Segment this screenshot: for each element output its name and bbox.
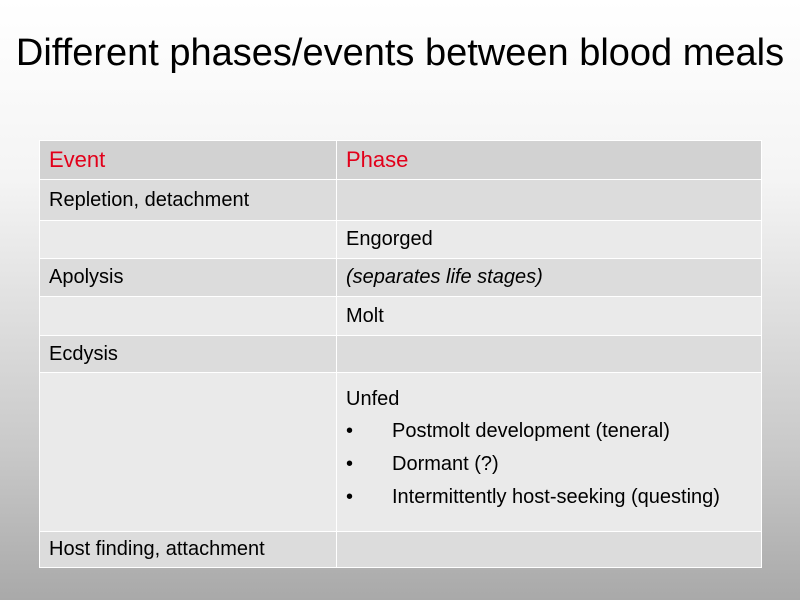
list-item: • Dormant (?) (346, 452, 761, 476)
events-table: Event Phase Repletion, detachment Engorg… (39, 140, 762, 568)
slide-title: Different phases/events between blood me… (15, 32, 785, 74)
phase-cell (336, 335, 762, 373)
table-row: Ecdysis (39, 335, 762, 373)
event-cell: Ecdysis (39, 335, 337, 373)
phase-cell (336, 179, 762, 221)
phase-cell (336, 531, 762, 568)
header-phase: Phase (336, 140, 762, 180)
table-row: Repletion, detachment (39, 179, 762, 221)
table-row: Apolysis (separates life stages) (39, 258, 762, 297)
phase-cell: Unfed • Postmolt development (teneral) • D… (336, 372, 762, 532)
table-row: Molt (39, 296, 762, 336)
phase-bullet-list: • Postmolt development (teneral) • Dormant… (346, 419, 761, 509)
list-item: • Postmolt development (teneral) (346, 419, 761, 443)
event-cell: Apolysis (39, 258, 337, 297)
bullet-text: Intermittently host-seeking (questing) (392, 486, 720, 508)
table-row: Unfed • Postmolt development (teneral) • D… (39, 372, 762, 532)
table-header-row: Event Phase (39, 140, 762, 180)
bullet-text: Postmolt development (teneral) (392, 420, 670, 442)
event-cell (39, 220, 337, 259)
bullet-icon: • (346, 420, 354, 442)
phase-cell: Molt (336, 296, 762, 336)
table-row: Host finding, attachment (39, 531, 762, 568)
phase-cell: (separates life stages) (336, 258, 762, 297)
header-event: Event (39, 140, 337, 180)
bullet-text: Dormant (?) (392, 453, 499, 475)
event-cell (39, 372, 337, 532)
event-cell: Host finding, attachment (39, 531, 337, 568)
event-cell: Repletion, detachment (39, 179, 337, 221)
phase-title: Unfed (346, 388, 400, 410)
bullet-icon: • (346, 453, 354, 475)
list-item: • Intermittently host-seeking (questing) (346, 485, 761, 509)
event-cell (39, 296, 337, 336)
phase-cell: Engorged (336, 220, 762, 259)
table-row: Engorged (39, 220, 762, 259)
bullet-icon: • (346, 486, 354, 508)
